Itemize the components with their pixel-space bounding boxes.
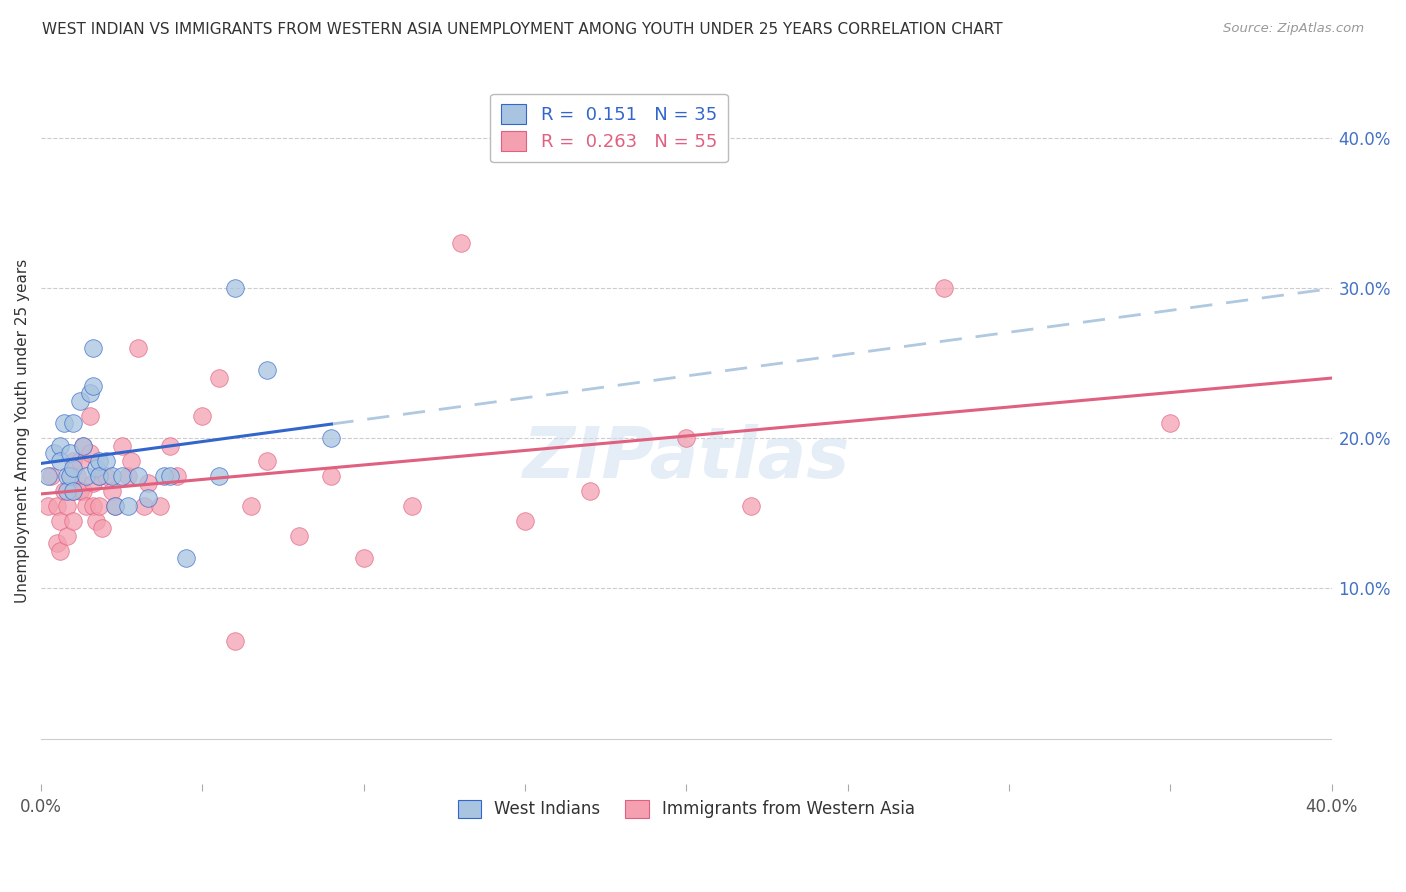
Point — [72, 483, 94, 498]
Point — [62, 483, 84, 498]
Point — [191, 409, 214, 423]
Point — [740, 499, 762, 513]
Point — [174, 551, 197, 566]
Text: Source: ZipAtlas.com: Source: ZipAtlas.com — [1223, 22, 1364, 36]
Text: ZIPatlas: ZIPatlas — [523, 425, 851, 493]
Point — [152, 468, 174, 483]
Point — [127, 468, 149, 483]
Point — [288, 529, 311, 543]
Point — [46, 499, 69, 513]
Point — [224, 634, 246, 648]
Point — [136, 476, 159, 491]
Point — [239, 499, 262, 513]
Point — [82, 378, 104, 392]
Point — [82, 476, 104, 491]
Point — [79, 386, 101, 401]
Point — [136, 491, 159, 506]
Point — [82, 341, 104, 355]
Point — [56, 529, 79, 543]
Point — [89, 499, 111, 513]
Point — [69, 453, 91, 467]
Point — [62, 483, 84, 498]
Point — [111, 439, 134, 453]
Point — [75, 499, 97, 513]
Point — [65, 468, 87, 483]
Point — [111, 468, 134, 483]
Point — [49, 453, 72, 467]
Point — [89, 453, 111, 467]
Point — [59, 446, 82, 460]
Point — [62, 453, 84, 467]
Point — [75, 468, 97, 483]
Point — [94, 468, 117, 483]
Point — [62, 461, 84, 475]
Point — [69, 483, 91, 498]
Point — [149, 499, 172, 513]
Point — [256, 453, 278, 467]
Point — [117, 499, 139, 513]
Point — [94, 453, 117, 467]
Point — [117, 468, 139, 483]
Point — [675, 431, 697, 445]
Point — [39, 468, 62, 483]
Point — [62, 514, 84, 528]
Point — [52, 483, 75, 498]
Point — [37, 499, 59, 513]
Point — [321, 468, 343, 483]
Point — [49, 514, 72, 528]
Point — [91, 521, 114, 535]
Point — [89, 468, 111, 483]
Point — [578, 483, 600, 498]
Point — [84, 514, 107, 528]
Point — [89, 468, 111, 483]
Point — [513, 514, 536, 528]
Point — [56, 499, 79, 513]
Point — [159, 439, 181, 453]
Point — [450, 235, 472, 250]
Point — [101, 468, 124, 483]
Y-axis label: Unemployment Among Youth under 25 years: Unemployment Among Youth under 25 years — [15, 259, 30, 603]
Point — [79, 446, 101, 460]
Point — [46, 536, 69, 550]
Point — [134, 499, 156, 513]
Point — [934, 281, 956, 295]
Point — [59, 468, 82, 483]
Point — [59, 468, 82, 483]
Point — [127, 341, 149, 355]
Point — [72, 439, 94, 453]
Point — [82, 499, 104, 513]
Point — [159, 468, 181, 483]
Point — [166, 468, 188, 483]
Point — [56, 483, 79, 498]
Point — [56, 468, 79, 483]
Point — [353, 551, 375, 566]
Point — [207, 371, 229, 385]
Point — [104, 499, 127, 513]
Point — [224, 281, 246, 295]
Legend: West Indians, Immigrants from Western Asia: West Indians, Immigrants from Western As… — [451, 793, 922, 825]
Point — [84, 461, 107, 475]
Point — [72, 439, 94, 453]
Point — [69, 393, 91, 408]
Point — [120, 453, 142, 467]
Point — [37, 468, 59, 483]
Point — [207, 468, 229, 483]
Point — [256, 363, 278, 377]
Text: WEST INDIAN VS IMMIGRANTS FROM WESTERN ASIA UNEMPLOYMENT AMONG YOUTH UNDER 25 YE: WEST INDIAN VS IMMIGRANTS FROM WESTERN A… — [42, 22, 1002, 37]
Point — [42, 446, 65, 460]
Point — [401, 499, 423, 513]
Point — [49, 439, 72, 453]
Point — [321, 431, 343, 445]
Point — [1159, 416, 1181, 430]
Point — [62, 416, 84, 430]
Point — [101, 483, 124, 498]
Point — [49, 543, 72, 558]
Point — [104, 499, 127, 513]
Point — [79, 409, 101, 423]
Point — [52, 416, 75, 430]
